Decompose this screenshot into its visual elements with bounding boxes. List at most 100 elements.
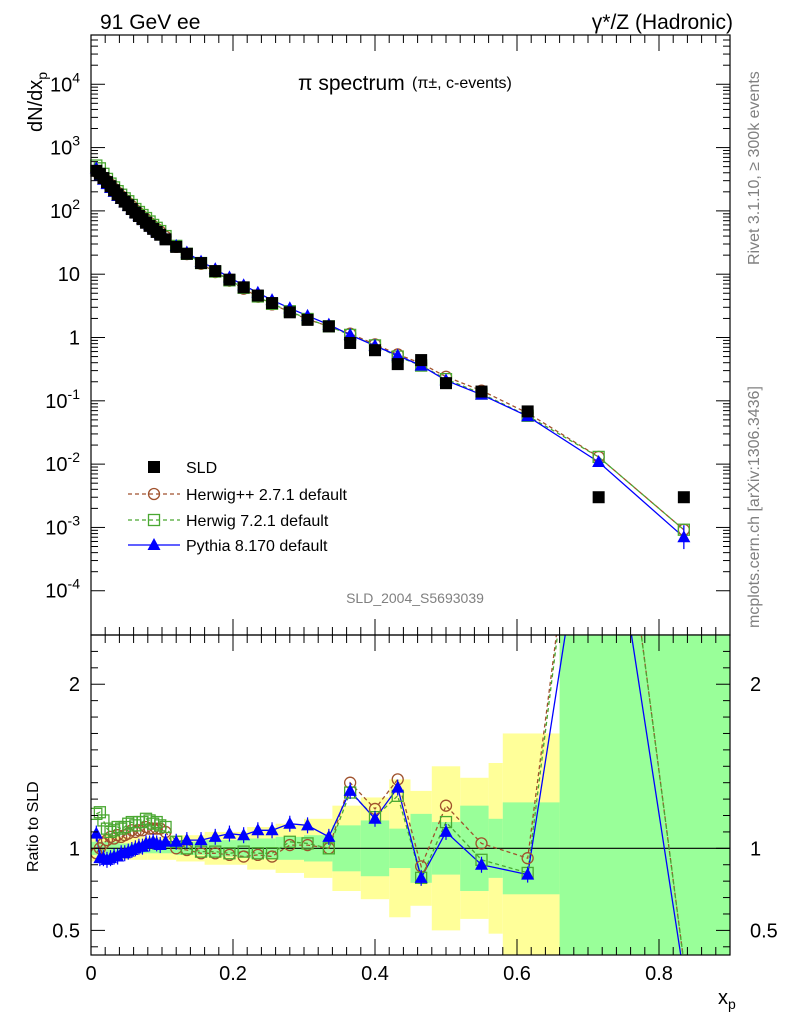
chart-title-note: (π±, c-events) xyxy=(412,75,512,92)
green-band-segment xyxy=(559,635,730,955)
main-y-axis-label: dN/dxp xyxy=(25,72,50,132)
x-tick-label: 0 xyxy=(85,963,96,985)
main-point-sld xyxy=(440,377,452,390)
ratio-point-pythia-8-170-default xyxy=(322,829,336,842)
ratio-y-tick-label: 0.5 xyxy=(52,920,80,942)
ratio-point-herwig-2-7-1-default xyxy=(439,799,453,812)
ratio-point-pythia-8-170-default xyxy=(414,870,428,883)
ratio-point-pythia-8-170-default xyxy=(251,823,265,836)
main-y-tick-label: 10-3 xyxy=(45,512,80,539)
x-axis: 0 0.2 0.4 0.6 0.8 xyxy=(85,635,731,985)
main-point-sld xyxy=(391,358,404,371)
ratio-plot-marks xyxy=(91,635,684,955)
main-y-tick-label: 10-2 xyxy=(45,449,80,476)
ratio-point-herwig-7-2-1-default xyxy=(301,837,314,850)
ratio-point-pythia-8-170-default xyxy=(169,834,183,847)
main-point-sld xyxy=(301,313,314,326)
main-line-herwig-7-2-1-default xyxy=(95,165,685,531)
main-point-sld xyxy=(266,297,279,310)
ratio-point-pythia-8-170-default xyxy=(301,818,315,831)
ratio-point-herwig-7-2-1-default xyxy=(91,807,103,821)
ratio-point-herwig-7-2-1-default xyxy=(159,820,172,834)
ratio-point-herwig-7-2-1-default xyxy=(93,806,107,819)
ratio-panel: 0.5 0.5 1 1 2 2 0 0.2 0.4 0.6 0.8 xyxy=(52,634,778,985)
ratio-point-pythia-8-170-default xyxy=(439,824,453,837)
main-y-tick-label: 10-1 xyxy=(45,386,80,413)
ratio-point-pythia-8-170-default xyxy=(153,838,167,851)
main-point-sld xyxy=(195,257,208,270)
legend-marker-pythia xyxy=(147,538,161,550)
main-point-sld xyxy=(369,344,381,357)
ratio-point-pythia-8-170-default xyxy=(283,816,297,829)
analysis-label: SLD_2004_S5693039 xyxy=(346,590,484,606)
ratio-point-pythia-8-170-default xyxy=(391,780,405,793)
ratio-point-herwig-7-2-1-default xyxy=(265,847,279,860)
ratio-y-tick-label-right: 2 xyxy=(750,674,761,696)
ratio-point-pythia-8-170-default xyxy=(475,857,488,870)
ratio-point-herwig-7-2-1-default xyxy=(129,819,142,832)
chart-title: π spectrum (π±, c-events) xyxy=(298,72,512,95)
main-point-sld xyxy=(592,491,605,504)
main-point-sld xyxy=(283,306,296,319)
legend-entry-herwig7: Herwig 7.2.1 default xyxy=(128,513,329,530)
ratio-point-pythia-8-170-default xyxy=(180,833,194,846)
ratio-point-pythia-8-170-default xyxy=(343,783,357,796)
x-tick-label: 0.2 xyxy=(219,963,247,985)
main-y-tick-label: 10-4 xyxy=(45,576,80,603)
main-point-sld xyxy=(209,265,222,278)
legend-marker-sld xyxy=(148,461,160,473)
main-point-pythia-8-170-default xyxy=(343,327,357,340)
x-tick-label: 0.8 xyxy=(645,963,673,985)
ratio-y-axis-label: Ratio to SLD xyxy=(25,781,42,872)
ratio-point-herwig-2-7-1-default xyxy=(521,852,534,865)
ratio-point-pythia-8-170-default xyxy=(237,828,251,841)
ratio-point-herwig-7-2-1-default xyxy=(209,845,222,858)
x-axis-label: xp xyxy=(718,987,736,1012)
legend-entry-sld: SLD xyxy=(148,460,217,477)
ratio-point-herwig-7-2-1-default xyxy=(223,847,236,860)
main-plot-marks xyxy=(89,159,691,550)
main-point-sld xyxy=(237,281,250,294)
ratio-y-tick-label: 1 xyxy=(69,838,80,860)
legend-label-herwig7: Herwig 7.2.1 default xyxy=(186,513,329,530)
ratio-point-herwig-2-7-1-default xyxy=(475,837,488,850)
legend-label-sld: SLD xyxy=(186,460,217,477)
main-point-sld xyxy=(521,405,534,418)
rivet-version-label: Rivet 3.1.10, ≥ 300k events xyxy=(746,71,763,265)
x-tick-label: 0.6 xyxy=(503,963,531,985)
ratio-point-pythia-8-170-default xyxy=(91,826,103,839)
legend-marker-herwig7 xyxy=(147,513,161,527)
ratio-point-herwig-7-2-1-default xyxy=(251,847,265,860)
ratio-point-herwig-7-2-1-default xyxy=(146,817,160,830)
main-y-tick-label: 104 xyxy=(50,69,80,96)
legend-entry-pythia: Pythia 8.170 default xyxy=(128,538,328,555)
ratio-point-herwig-2-7-1-default xyxy=(97,837,110,850)
main-point-sld xyxy=(475,385,488,398)
legend-label-pythia: Pythia 8.170 default xyxy=(186,538,328,555)
ratio-point-pythia-8-170-default xyxy=(159,834,173,847)
main-point-sld xyxy=(223,273,236,286)
ratio-point-pythia-8-170-default xyxy=(368,811,382,824)
legend-marker-herwigpp xyxy=(147,487,161,501)
ratio-point-herwig-7-2-1-default xyxy=(97,814,110,827)
mcplots-label: mcplots.cern.ch [arXiv:1306.3436] xyxy=(746,386,763,628)
legend-label-herwigpp: Herwig++ 2.7.1 default xyxy=(186,487,348,504)
ratio-point-pythia-8-170-default xyxy=(265,823,279,836)
main-y-tick-label: 1 xyxy=(69,328,80,350)
main-y-tick-label: 103 xyxy=(50,133,80,160)
main-point-sld xyxy=(159,233,172,246)
main-y-tick-label: 102 xyxy=(50,196,80,223)
ratio-point-pythia-8-170-default xyxy=(222,826,236,839)
header-right-label: γ*/Z (Hadronic) xyxy=(592,11,733,34)
ratio-point-pythia-8-170-default xyxy=(208,829,222,842)
ratio-series-group xyxy=(91,635,684,955)
main-point-sld xyxy=(170,240,183,253)
main-point-sld xyxy=(322,320,335,333)
main-point-sld xyxy=(677,491,690,504)
main-point-sld xyxy=(415,354,428,367)
main-point-pythia-8-170-default xyxy=(391,348,405,361)
ratio-frame xyxy=(90,634,731,956)
header-left-label: 91 GeV ee xyxy=(100,11,200,34)
chart-title-text: π spectrum xyxy=(298,72,405,95)
